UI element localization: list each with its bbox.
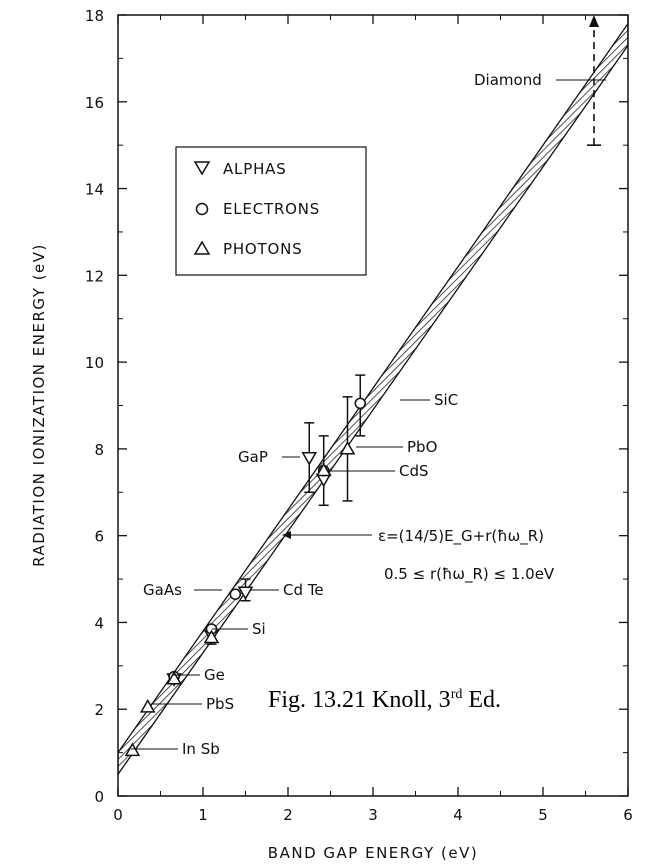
figure-caption-prefix: Fig. 13.21 Knoll, 3 <box>268 687 451 713</box>
data-point-alphas <box>237 586 254 601</box>
data-point-photons <box>166 670 182 685</box>
figure-caption-superscript: rd <box>451 687 463 702</box>
constraint-label: 0.5 ≤ r(ħω_R) ≤ 1.0eV <box>384 565 555 584</box>
y-tick-label: 16 <box>85 94 104 112</box>
legend-alphas-marker <box>193 161 211 176</box>
data-point-electrons <box>354 397 366 410</box>
y-axis-title: RADIATION IONIZATION ENERGY (eV) <box>30 243 48 567</box>
data-point-electrons <box>229 588 242 600</box>
x-tick-label: 1 <box>198 806 208 824</box>
diamond-range <box>587 15 601 146</box>
legend-electrons-marker <box>195 202 209 216</box>
y-tick-label: 6 <box>94 528 104 546</box>
data-point-photons <box>203 629 220 644</box>
x-tick-label: 5 <box>538 806 548 824</box>
x-tick-label: 4 <box>453 806 463 824</box>
annotations: Diamond SiC PbO CdS GaP GaAs Cd Te Si Ge… <box>131 71 606 758</box>
x-axis-title: BAND GAP ENERGY (eV) <box>268 844 478 862</box>
legend-photons-marker <box>193 240 211 255</box>
legend-photons-label: PHOTONS <box>223 240 302 258</box>
y-tick-label: 10 <box>85 354 104 372</box>
figure-caption: Fig. 13.21 Knoll, 3rd Ed. <box>268 687 501 713</box>
gap-label: GaP <box>238 448 268 466</box>
data-point-photons <box>139 699 156 713</box>
formula-arrowhead <box>282 531 291 539</box>
x-tick-label: 3 <box>368 806 378 824</box>
diamond-range-arrowhead <box>589 15 599 27</box>
ionization-band <box>118 22 628 776</box>
legend-alphas-label: ALPHAS <box>223 160 287 178</box>
sic-label: SiC <box>434 391 458 409</box>
si-label: Si <box>252 620 266 638</box>
x-tick-label: 2 <box>283 806 293 824</box>
x-tick-label: 0 <box>113 806 123 824</box>
y-tick-label: 0 <box>94 788 104 806</box>
insb-label: In Sb <box>182 740 220 758</box>
legend-electrons-label: ELECTRONS <box>223 200 320 218</box>
figure-caption-suffix: Ed. <box>462 687 501 713</box>
ge-label: Ge <box>204 666 225 684</box>
y-tick-label: 14 <box>85 181 104 199</box>
x-tick-label: 6 <box>623 806 633 824</box>
y-tick-label: 2 <box>94 701 104 719</box>
formula-label: ε=(14/5)E_G+r(ħω_R) <box>378 527 544 546</box>
pbs-label: PbS <box>206 695 234 713</box>
pbo-label: PbO <box>407 438 437 456</box>
legend: ALPHAS ELECTRONS PHOTONS <box>175 146 367 276</box>
y-tick-label: 4 <box>94 614 104 632</box>
data-point-photons <box>124 742 141 757</box>
y-tick-label: 18 <box>85 7 104 25</box>
diamond-label: Diamond <box>474 71 542 89</box>
cds-label: CdS <box>399 462 429 480</box>
data-point-photons <box>315 462 332 477</box>
cdte-label: Cd Te <box>283 581 324 599</box>
y-tick-label: 8 <box>94 441 104 459</box>
y-tick-label: 12 <box>85 267 104 285</box>
data-point-photons <box>339 440 356 455</box>
gaas-label: GaAs <box>143 581 182 599</box>
data-points <box>124 397 366 757</box>
data-point-alphas <box>301 451 318 466</box>
